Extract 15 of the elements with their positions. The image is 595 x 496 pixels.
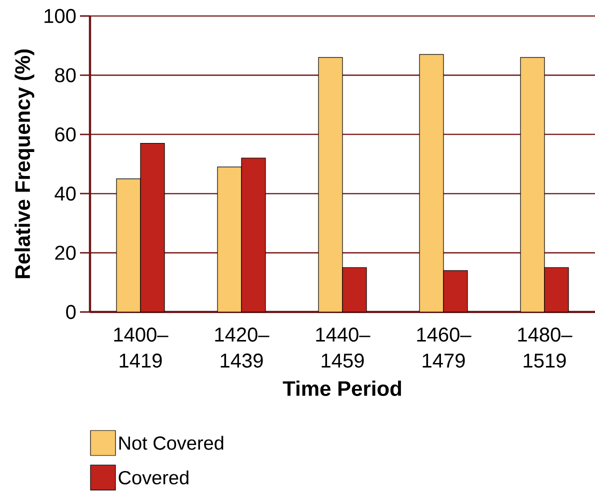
x-tick-label: 1400–1419 bbox=[114, 328, 168, 368]
y-tick-label: 100 bbox=[44, 8, 76, 24]
legend-label: Not Covered bbox=[119, 436, 224, 450]
x-tick-label: 1460–1479 bbox=[417, 328, 472, 368]
y-tick-label: 20 bbox=[55, 246, 76, 260]
x-axis-title: Time Period bbox=[282, 380, 402, 396]
x-tick-label: 1480–1519 bbox=[518, 328, 572, 368]
legend-label: Covered bbox=[118, 470, 188, 484]
y-tick-label: 80 bbox=[55, 68, 76, 82]
x-tick-label: 1420–1439 bbox=[215, 328, 270, 368]
y-tick-label: 60 bbox=[55, 127, 76, 142]
y-tick-label: 0 bbox=[66, 304, 76, 320]
y-axis-title: Relative Frequency (%) bbox=[14, 50, 34, 278]
x-tick-label: 1440–1459 bbox=[316, 328, 370, 368]
y-tick-label: 40 bbox=[54, 186, 76, 201]
